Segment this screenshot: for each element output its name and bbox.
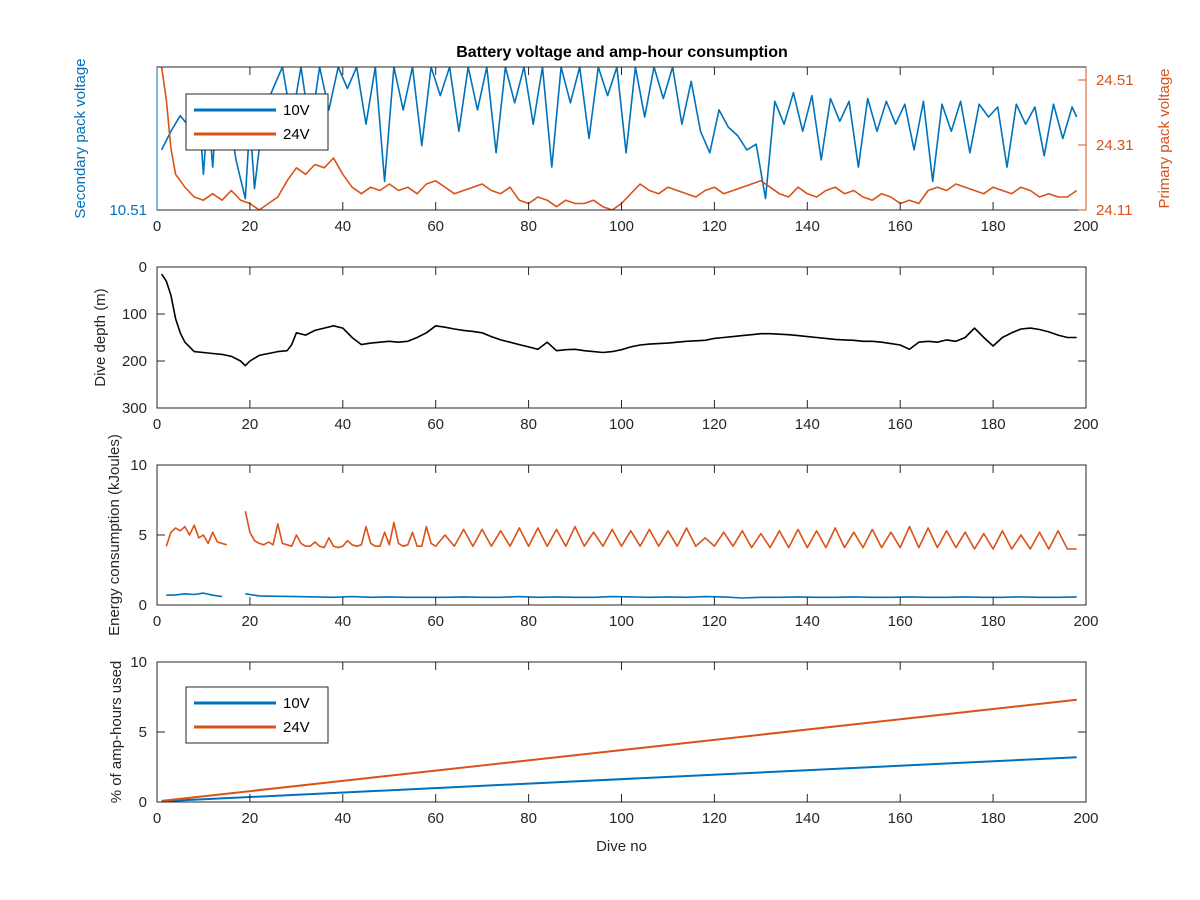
x-tick-label: 40 bbox=[334, 810, 351, 827]
legend-label-10v: 10V bbox=[283, 102, 310, 119]
x-tick-label: 180 bbox=[981, 613, 1006, 630]
x-tick-label: 180 bbox=[981, 810, 1006, 827]
x-tick-label: 40 bbox=[334, 218, 351, 235]
x-tick-label: 80 bbox=[520, 416, 537, 433]
legend-label-24v: 24V bbox=[283, 719, 310, 736]
series-line-voltage-10v bbox=[160, 67, 1078, 200]
y-tick-label: 5 bbox=[139, 527, 147, 544]
series-line-voltage-24v bbox=[160, 67, 1078, 210]
plot-amphours: 0 20 40 60 80 100 120 140 160 180 200 0 5 10 % of amp-… bbox=[108, 654, 1099, 855]
legend-label-24v: 24V bbox=[283, 126, 310, 143]
x-tick-label: 120 bbox=[702, 218, 727, 235]
x-tick-label: 100 bbox=[609, 416, 634, 433]
y-tick-label: 0 bbox=[139, 597, 147, 614]
series-line-energy-24v bbox=[165, 511, 1077, 550]
x-tick-label: 140 bbox=[795, 810, 820, 827]
series-line-depth-depth bbox=[160, 273, 1077, 367]
y-axis-label: % of amp-hours used bbox=[108, 661, 125, 804]
x-tick-label: 100 bbox=[609, 810, 634, 827]
x-tick-label: 20 bbox=[242, 810, 259, 827]
x-tick-label: 20 bbox=[242, 416, 259, 433]
y-right-tick-label: 24.31 bbox=[1096, 137, 1134, 154]
x-tick-label: 120 bbox=[702, 613, 727, 630]
x-tick-label: 140 bbox=[795, 416, 820, 433]
x-tick-label: 180 bbox=[981, 218, 1006, 235]
y-axis-label: Energy consumption (kJoules) bbox=[106, 434, 123, 636]
x-tick-label: 160 bbox=[888, 613, 913, 630]
x-tick-label: 20 bbox=[242, 613, 259, 630]
plot-energy: 0 20 40 60 80 100 120 140 160 180 200 0 5 10 Energy co… bbox=[106, 434, 1099, 636]
x-tick-label: 120 bbox=[702, 810, 727, 827]
legend-label-10v: 10V bbox=[283, 695, 310, 712]
y-tick-label: 0 bbox=[139, 794, 147, 811]
y-axis-label-right: Primary pack voltage bbox=[1156, 68, 1173, 208]
x-tick-label: 20 bbox=[242, 218, 259, 235]
y-tick-label: 100 bbox=[122, 306, 147, 323]
x-tick-label: 200 bbox=[1073, 613, 1098, 630]
x-tick-label: 40 bbox=[334, 613, 351, 630]
axes-box bbox=[156, 266, 1087, 409]
x-tick-label: 0 bbox=[153, 218, 161, 235]
x-tick-label: 160 bbox=[888, 810, 913, 827]
x-tick-label: 200 bbox=[1073, 416, 1098, 433]
x-tick-label: 80 bbox=[520, 810, 537, 827]
y-tick-label: 10 bbox=[130, 457, 147, 474]
x-tick-label: 60 bbox=[427, 613, 444, 630]
y-tick-label: 200 bbox=[122, 353, 147, 370]
x-axis-label: Dive no bbox=[596, 838, 647, 855]
y-right-tick-label: 24.51 bbox=[1096, 72, 1134, 89]
x-tick-label: 40 bbox=[334, 416, 351, 433]
y-tick-label: 300 bbox=[122, 400, 147, 417]
x-tick-label: 80 bbox=[520, 613, 537, 630]
x-tick-label: 0 bbox=[153, 613, 161, 630]
x-tick-label: 100 bbox=[609, 613, 634, 630]
chart-title: Battery voltage and amp-hour consumption bbox=[456, 44, 788, 61]
plot-depth: 0 20 40 60 80 100 120 140 160 180 200 0 100 200 300 Div… bbox=[92, 259, 1099, 433]
legend-box bbox=[185, 686, 329, 744]
series-line-amphours-10v bbox=[161, 756, 1077, 802]
y-tick-label: 10 bbox=[130, 654, 147, 671]
x-tick-label: 160 bbox=[888, 416, 913, 433]
plot-voltage: 0 20 40 60 80 100 120 140 160 180 200 10.51 24.51 24.… bbox=[72, 58, 1173, 235]
y-tick-label: 10.51 bbox=[109, 202, 147, 219]
x-tick-label: 120 bbox=[702, 416, 727, 433]
x-tick-label: 0 bbox=[153, 810, 161, 827]
x-tick-label: 60 bbox=[427, 416, 444, 433]
x-tick-label: 200 bbox=[1073, 218, 1098, 235]
y-right-tick-label: 24.11 bbox=[1096, 202, 1132, 219]
y-axis-label: Dive depth (m) bbox=[92, 288, 109, 386]
x-tick-label: 160 bbox=[888, 218, 913, 235]
legend-box bbox=[185, 93, 329, 151]
y-tick-label: 5 bbox=[139, 724, 147, 741]
x-tick-label: 140 bbox=[795, 613, 820, 630]
x-tick-label: 0 bbox=[153, 416, 161, 433]
x-tick-label: 180 bbox=[981, 416, 1006, 433]
x-tick-label: 140 bbox=[795, 218, 820, 235]
y-tick-label: 0 bbox=[139, 259, 147, 276]
x-tick-label: 80 bbox=[520, 218, 537, 235]
x-tick-label: 60 bbox=[427, 218, 444, 235]
x-tick-label: 100 bbox=[609, 218, 634, 235]
x-tick-label: 60 bbox=[427, 810, 444, 827]
series-line-energy-10v bbox=[166, 592, 1077, 599]
series-line-amphours-24v bbox=[161, 698, 1077, 802]
x-tick-label: 200 bbox=[1073, 810, 1098, 827]
y-axis-label: Secondary pack voltage bbox=[72, 58, 89, 218]
